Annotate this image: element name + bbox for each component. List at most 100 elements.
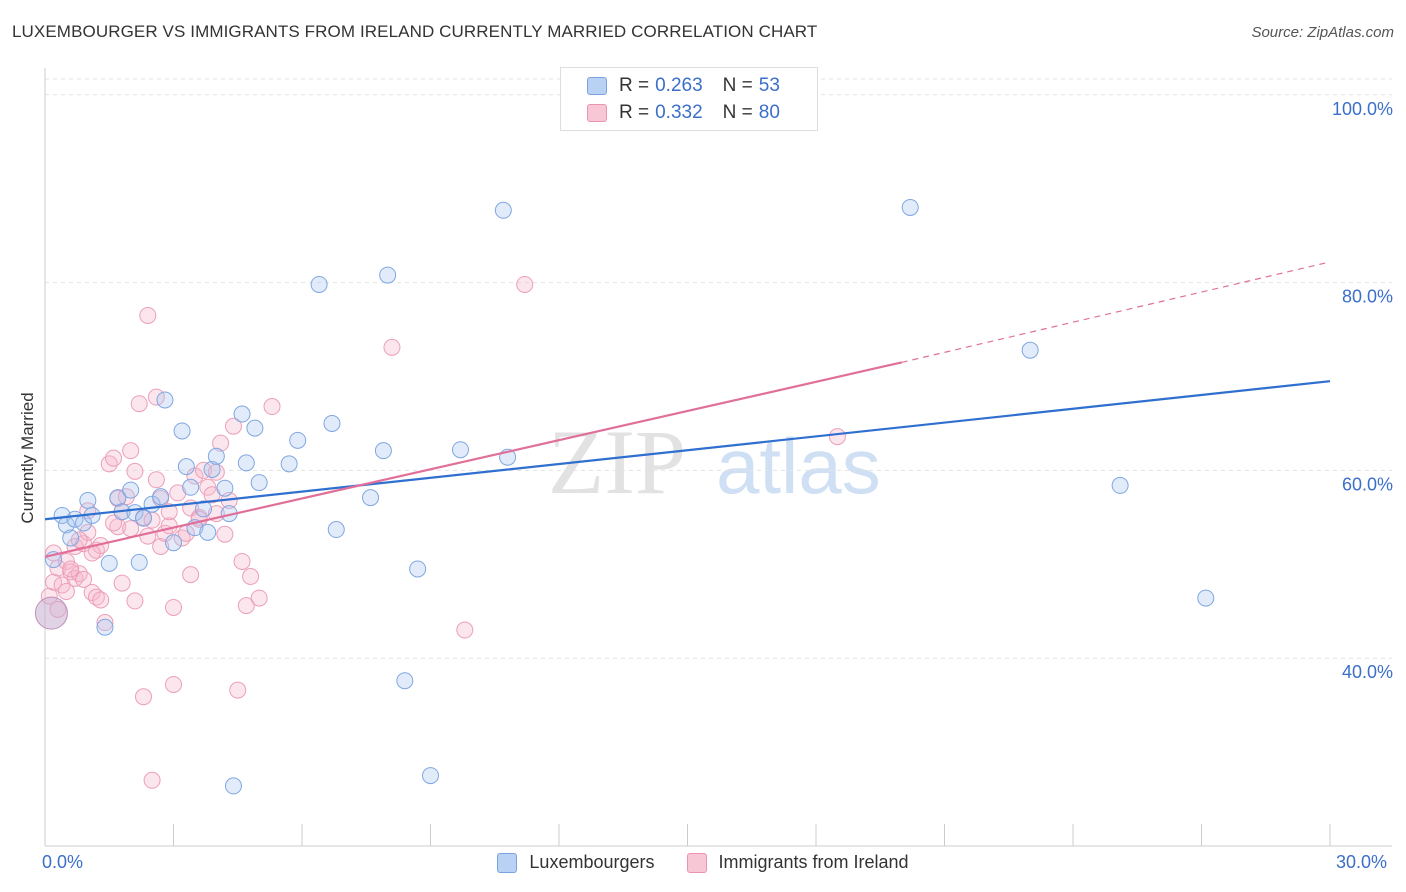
data-point-luxembourgers — [422, 767, 439, 785]
data-point-luxembourgers — [280, 455, 298, 473]
stats-row-immigrants-from-ireland: R = 0.332 N = 80 — [587, 100, 780, 126]
y-tick-label: 80.0% — [1342, 287, 1393, 307]
data-point-luxembourgers — [374, 442, 392, 460]
swatch-pink — [587, 104, 607, 122]
data-point-luxembourgers — [1021, 341, 1039, 359]
r-label: R = — [619, 75, 650, 96]
data-point-immigrants-from-ireland — [105, 449, 123, 467]
data-point-luxembourgers — [310, 275, 328, 293]
data-point-luxembourgers — [182, 478, 200, 496]
data-point-cluster — [34, 596, 68, 630]
data-point-immigrants-from-ireland — [152, 537, 170, 555]
data-point-immigrants-from-ireland — [383, 338, 401, 356]
data-point-luxembourgers — [152, 488, 170, 506]
axes — [44, 68, 1392, 847]
y-tick-label: 40.0% — [1342, 662, 1393, 682]
n-value: 53 — [758, 75, 780, 96]
data-point-immigrants-from-ireland — [143, 771, 161, 789]
data-point-immigrants-from-ireland — [182, 566, 200, 584]
r-value: 0.332 — [655, 102, 703, 123]
data-point-luxembourgers — [233, 405, 251, 423]
data-point-immigrants-from-ireland — [194, 461, 212, 479]
y-tick-labels: 40.0% 60.0% 80.0% 100.0% — [1332, 99, 1393, 682]
source-label: Source: ZipAtlas.com — [1251, 24, 1394, 41]
chart-title: LUXEMBOURGER VS IMMIGRANTS FROM IRELAND … — [12, 22, 818, 41]
trend-lines — [44, 261, 1331, 558]
n-label: N = — [722, 75, 753, 96]
n-label: N = — [722, 102, 753, 123]
legend: Luxembourgers Immigrants from Ireland — [0, 852, 1406, 873]
data-point-luxembourgers — [216, 479, 234, 497]
y-tick-label: 60.0% — [1342, 474, 1393, 494]
data-point-luxembourgers — [250, 474, 268, 492]
data-point-immigrants-from-ireland — [113, 574, 131, 592]
data-point-luxembourgers — [237, 454, 255, 472]
data-point-luxembourgers — [177, 458, 195, 476]
data-point-immigrants-from-ireland — [126, 462, 144, 480]
data-point-immigrants-from-ireland — [75, 570, 93, 588]
data-point-luxembourgers — [246, 419, 264, 437]
stats-box: R = 0.263 N = 53 R = 0.332 N = 80 — [560, 67, 818, 131]
data-point-immigrants-from-ireland — [516, 275, 534, 293]
data-point-immigrants-from-ireland — [186, 467, 204, 485]
data-point-luxembourgers — [327, 521, 345, 539]
trend-line-immigrants-from-ireland — [44, 361, 902, 558]
legend-item-immigrants-from-ireland: Immigrants from Ireland — [686, 852, 909, 873]
data-point-immigrants-from-ireland — [216, 525, 234, 543]
swatch-blue — [587, 77, 607, 95]
data-point-immigrants-from-ireland — [96, 614, 114, 632]
data-point-luxembourgers — [100, 554, 118, 572]
data-point-immigrants-from-ireland — [92, 591, 110, 609]
data-point-immigrants-from-ireland — [139, 306, 157, 324]
data-point-luxembourgers — [96, 618, 114, 636]
watermark-atlas: atlas — [716, 422, 881, 510]
n-value: 80 — [758, 102, 780, 123]
data-point-immigrants-from-ireland — [250, 589, 268, 607]
data-point-immigrants-from-ireland — [233, 552, 251, 570]
data-point-luxembourgers — [109, 489, 127, 507]
data-point-immigrants-from-ireland — [122, 520, 140, 538]
data-point-immigrants-from-ireland — [57, 583, 75, 601]
legend-label: Luxembourgers — [529, 852, 655, 872]
data-point-immigrants-from-ireland — [105, 514, 123, 532]
data-point-immigrants-from-ireland — [828, 428, 846, 446]
data-point-luxembourgers — [135, 509, 153, 527]
stats-row-luxembourgers: R = 0.263 N = 53 — [587, 73, 780, 99]
data-point-luxembourgers — [409, 560, 427, 578]
x-axis-max-label: 30.0% — [1336, 852, 1388, 872]
data-point-luxembourgers — [1111, 476, 1129, 494]
data-point-immigrants-from-ireland — [165, 598, 182, 616]
data-point-luxembourgers — [156, 391, 174, 409]
trend-line-extension-immigrants-from-ireland — [901, 261, 1331, 363]
r-label: R = — [619, 102, 650, 123]
legend-swatch-blue — [497, 852, 518, 873]
data-point-immigrants-from-ireland — [237, 597, 255, 615]
data-point-luxembourgers — [451, 441, 469, 459]
data-point-luxembourgers — [289, 431, 307, 449]
data-point-luxembourgers — [379, 266, 397, 284]
data-point-immigrants-from-ireland — [122, 442, 140, 460]
y-tick-label: 100.0% — [1332, 99, 1393, 119]
data-point-immigrants-from-ireland — [62, 560, 80, 578]
data-point-immigrants-from-ireland — [242, 568, 260, 585]
data-point-immigrants-from-ireland — [130, 395, 148, 413]
data-point-immigrants-from-ireland — [212, 434, 230, 452]
data-point-luxembourgers — [122, 481, 140, 499]
data-point-luxembourgers — [130, 553, 148, 571]
data-point-immigrants-from-ireland — [169, 484, 187, 502]
data-point-luxembourgers — [165, 534, 182, 552]
data-point-immigrants-from-ireland — [160, 503, 178, 521]
data-point-luxembourgers — [1197, 589, 1215, 607]
data-point-luxembourgers — [173, 422, 191, 440]
data-point-immigrants-from-ireland — [165, 675, 182, 693]
legend-item-luxembourgers: Luxembourgers — [497, 852, 655, 873]
legend-label: Immigrants from Ireland — [718, 852, 909, 872]
data-point-immigrants-from-ireland — [135, 688, 153, 706]
data-point-luxembourgers — [901, 198, 919, 216]
data-point-luxembourgers — [203, 460, 221, 478]
data-point-immigrants-from-ireland — [224, 417, 242, 435]
data-point-luxembourgers — [62, 529, 80, 547]
data-point-immigrants-from-ireland — [126, 592, 144, 610]
r-value: 0.263 — [655, 75, 703, 96]
